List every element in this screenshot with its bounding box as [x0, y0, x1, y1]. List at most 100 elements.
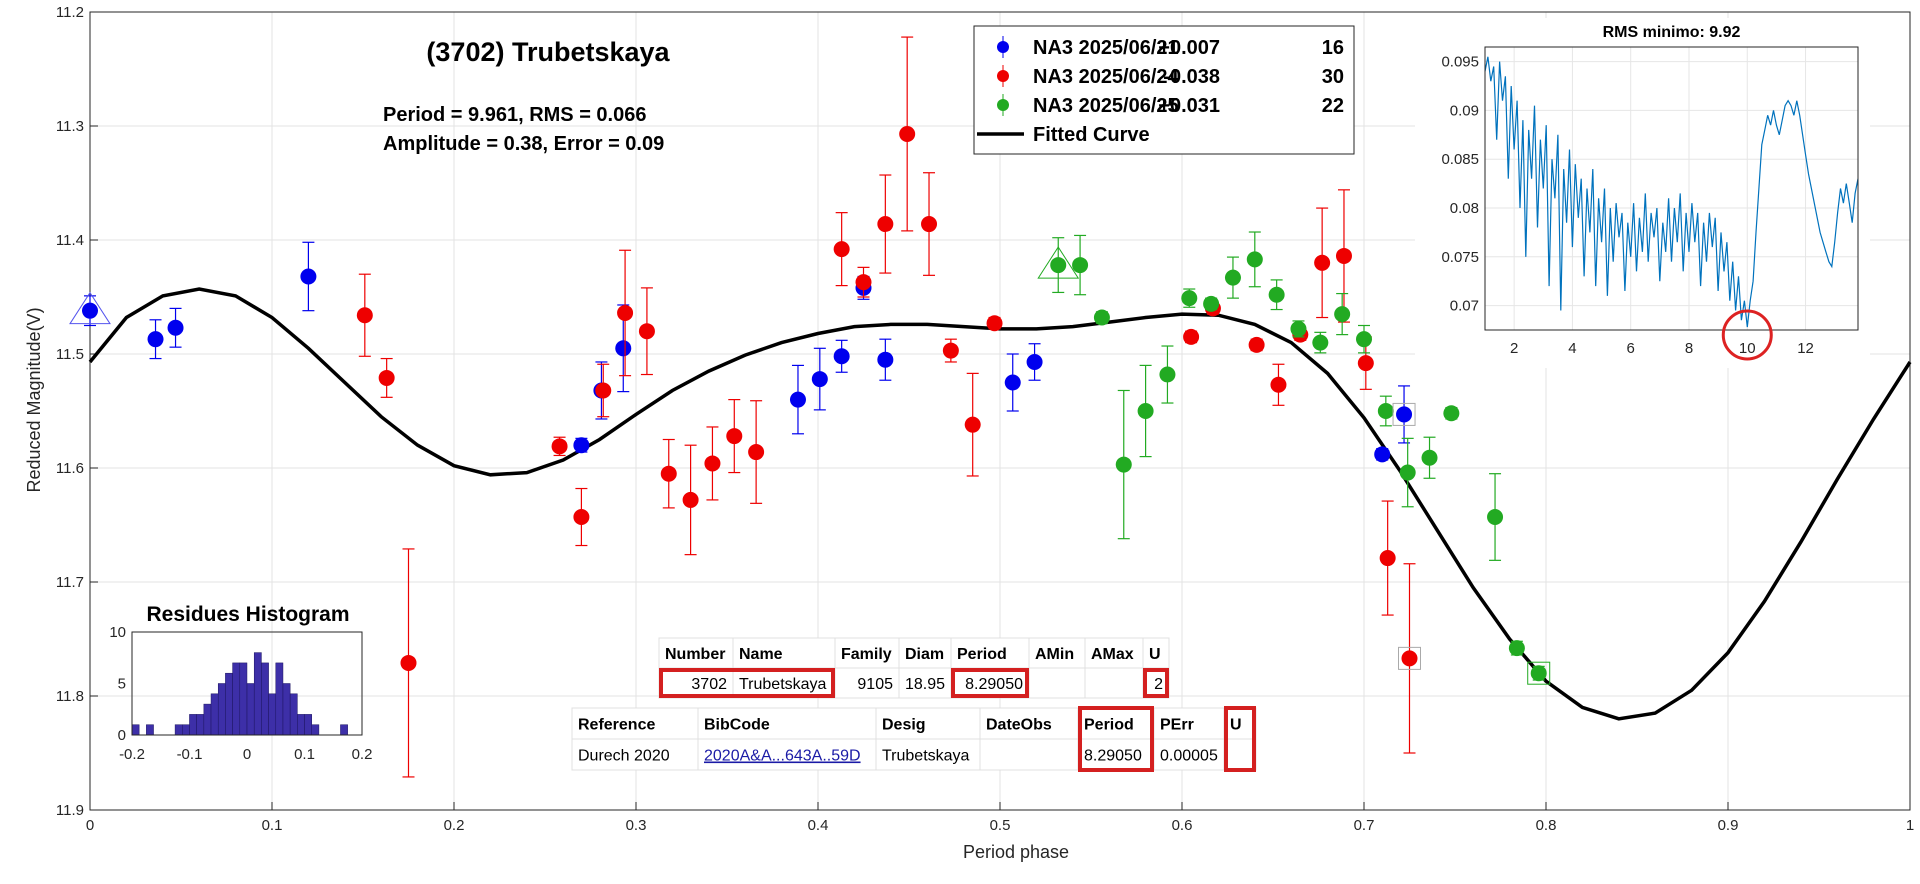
data-point — [1050, 257, 1067, 274]
data-point — [921, 216, 938, 233]
table-header-cell: Family — [841, 646, 892, 663]
table-highlight-box — [951, 668, 1029, 698]
table-header-cell: Name — [739, 646, 783, 663]
data-point — [1248, 336, 1265, 353]
x-axis-label: Period phase — [963, 842, 1069, 862]
data-point — [1159, 366, 1176, 383]
inset-frame — [1484, 46, 1859, 331]
data-point — [1268, 286, 1285, 303]
histogram-bar — [225, 672, 233, 736]
x-tick-label: 1 — [1906, 817, 1914, 834]
inset-y-tick-label: 0.075 — [1441, 249, 1479, 266]
data-points-layer — [69, 36, 1551, 778]
data-point — [1356, 331, 1372, 348]
triangle-marker — [1037, 246, 1080, 279]
table-header-cell: AMin — [1035, 646, 1074, 663]
inset-y-tick-label: 0.09 — [1450, 102, 1479, 119]
square-marker — [1398, 646, 1421, 670]
legend-count: 22 — [1322, 95, 1344, 117]
data-point — [1374, 446, 1391, 463]
table-data-cell: 3702 — [691, 676, 727, 693]
table-header-cell: Reference — [578, 717, 655, 734]
square-marker — [1392, 402, 1416, 426]
x-tick-label: 0.6 — [1172, 817, 1193, 834]
histogram-y-tick-label: 0 — [118, 727, 126, 744]
rms-line — [1484, 56, 1859, 328]
inset-background — [1415, 18, 1870, 368]
histogram-x-tick-label: 0.1 — [294, 746, 315, 763]
data-point — [573, 437, 590, 454]
data-point — [833, 348, 850, 365]
table-header-cell: Diam — [905, 646, 944, 663]
square-marker — [1527, 661, 1551, 685]
histogram-bar — [232, 662, 241, 736]
data-point — [704, 455, 721, 472]
inset-x-tick-label: 6 — [1627, 340, 1635, 357]
data-point — [899, 125, 916, 142]
chart-subtitle-line-1: Period = 9.961, RMS = 0.066 — [383, 104, 646, 126]
data-point — [811, 371, 828, 388]
data-point — [615, 340, 632, 357]
inset-y-tick-label: 0.08 — [1450, 200, 1479, 217]
data-point — [82, 302, 98, 319]
y-tick-label: 11.3 — [56, 118, 84, 135]
x-tick-label: 0.8 — [1536, 817, 1557, 834]
data-point — [1093, 309, 1110, 326]
histogram-title: Residues Histogram — [146, 603, 349, 626]
y-tick-label: 11.4 — [56, 232, 84, 249]
legend-label: NA3 2025/06/21 — [1033, 37, 1179, 59]
histogram-bar — [196, 714, 205, 736]
data-point — [573, 509, 590, 526]
data-point — [660, 465, 677, 482]
data-point — [1399, 464, 1416, 481]
x-tick-label: 0.4 — [808, 817, 829, 834]
table-data-cell: 9105 — [857, 676, 893, 693]
data-point — [1203, 295, 1220, 312]
histogram-bar — [239, 662, 248, 736]
histogram-bar — [131, 724, 140, 736]
y-tick-label: 11.8 — [56, 688, 84, 705]
x-tick-label: 0 — [86, 817, 94, 834]
x-tick-label: 0.3 — [626, 817, 647, 834]
data-point — [1335, 247, 1352, 264]
data-point — [1181, 290, 1198, 307]
rms-min-highlight-circle — [1721, 309, 1773, 361]
histogram-bar — [182, 724, 190, 736]
table-highlight-box — [659, 668, 835, 698]
data-point — [833, 241, 850, 258]
data-point — [1530, 665, 1547, 682]
histogram-bar — [174, 724, 183, 736]
table-header-cell: Number — [665, 646, 725, 663]
y-tick-label: 11.7 — [56, 574, 84, 591]
data-point — [1270, 376, 1287, 393]
histogram-bar — [340, 724, 348, 736]
data-point — [964, 416, 981, 433]
data-point — [1224, 269, 1241, 286]
table-header-cell: PErr — [1160, 717, 1194, 734]
table-header-cell: BibCode — [704, 717, 770, 734]
histogram-bar — [304, 714, 312, 736]
legend-count: 30 — [1322, 66, 1344, 88]
table-data-cell: 0.00005 — [1160, 748, 1218, 765]
histogram-bar — [189, 714, 197, 736]
chart-subtitle-line-2: Amplitude = 0.38, Error = 0.09 — [383, 133, 664, 155]
data-point — [551, 438, 568, 455]
table-header-cell: Period — [957, 646, 1007, 663]
histogram-bar — [146, 724, 154, 736]
data-point — [986, 315, 1003, 332]
table-data-cell: 8.29050 — [965, 676, 1023, 693]
table-header-cell: U — [1230, 717, 1242, 734]
data-point — [300, 268, 317, 285]
histogram-x-tick-label: 0.2 — [352, 746, 373, 763]
legend-label: NA3 2025/06/24 — [1033, 66, 1180, 88]
x-tick-label: 0.7 — [1354, 817, 1375, 834]
histogram-bar — [253, 652, 262, 736]
histogram-y-tick-label: 5 — [118, 676, 126, 693]
x-tick-label: 0.2 — [444, 817, 465, 834]
legend-marker — [997, 41, 1009, 53]
inset-title: RMS minimo: 9.92 — [1603, 24, 1741, 41]
x-tick-label: 0.9 — [1718, 817, 1739, 834]
data-point — [356, 307, 373, 324]
